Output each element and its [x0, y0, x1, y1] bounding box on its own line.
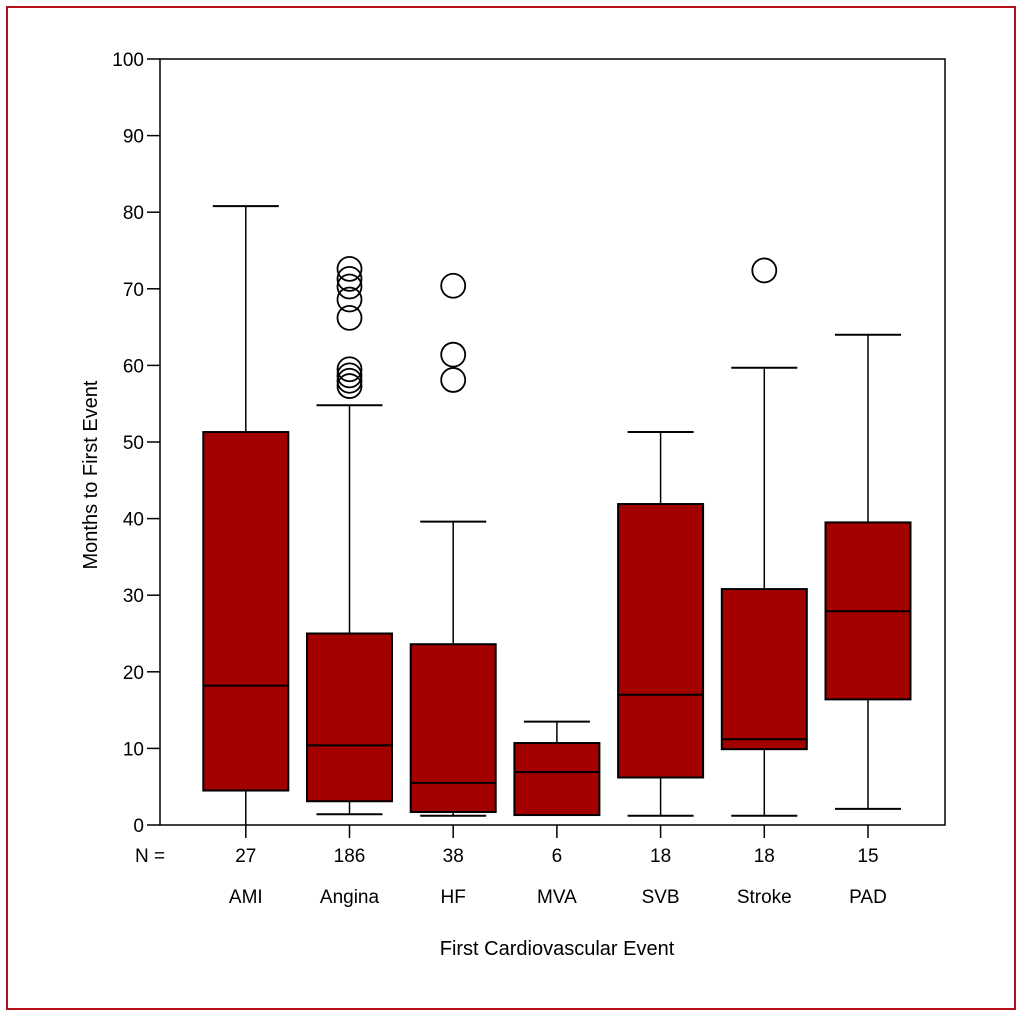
outlier-point — [336, 273, 363, 300]
outlier-point — [336, 362, 363, 389]
outlier-point — [440, 341, 467, 368]
category-label: PAD — [849, 887, 887, 908]
n-count-label: 38 — [443, 846, 464, 867]
y-tick-label: 30 — [123, 586, 144, 607]
y-tick-label: 20 — [123, 663, 144, 684]
outlier-point — [336, 255, 363, 282]
iqr-box — [409, 643, 497, 813]
outlier-point — [336, 356, 363, 383]
category-label: SVB — [642, 887, 680, 908]
outlier-point — [751, 257, 778, 284]
box-ami — [202, 205, 290, 825]
y-tick-label: 90 — [123, 127, 144, 148]
outlier-point — [440, 272, 467, 299]
iqr-box — [513, 742, 601, 817]
box-stroke — [720, 257, 808, 817]
n-count-label: 27 — [235, 846, 256, 867]
y-tick-label: 40 — [123, 510, 144, 531]
n-label: N = — [135, 846, 165, 867]
x-axis-title: First Cardiovascular Event — [440, 938, 675, 960]
box-hf — [409, 272, 497, 817]
y-axis: 0 10 20 30 40 50 60 70 80 90 100 — [112, 50, 160, 837]
y-tick-label: 10 — [123, 739, 144, 760]
y-tick-label: 80 — [123, 203, 144, 224]
box-angina — [306, 255, 393, 816]
y-tick-label: 100 — [112, 50, 144, 71]
iqr-box — [720, 588, 808, 751]
iqr-box — [306, 632, 393, 803]
iqr-box — [617, 503, 705, 779]
plot-area — [202, 205, 912, 825]
figure-frame — [6, 6, 1016, 1010]
y-tick-label: 60 — [123, 356, 144, 377]
category-label: HF — [441, 887, 466, 908]
outlier-point — [336, 286, 363, 313]
outlier-point — [440, 367, 467, 393]
x-axis: 27 AMI 186 Angina 38 HF 6 MVA 18 SVB 18 Stroke 15 PAD — [229, 825, 887, 908]
category-label: Angina — [320, 887, 380, 908]
category-label: MVA — [537, 887, 577, 908]
outlier-point — [336, 367, 363, 394]
n-count-label: 15 — [857, 846, 878, 867]
category-label: Stroke — [737, 887, 792, 908]
box-pad — [824, 333, 912, 810]
n-count-label: 6 — [552, 846, 563, 867]
iqr-box — [202, 431, 290, 792]
n-count-label: 18 — [650, 846, 671, 867]
box-svb — [617, 431, 705, 817]
n-count-label: 186 — [334, 846, 366, 867]
outlier-point — [336, 305, 363, 331]
outlier-point — [336, 265, 363, 292]
n-count-label: 18 — [754, 846, 775, 867]
y-axis-title: Months to First Event — [80, 380, 102, 569]
outlier-point — [336, 373, 363, 399]
category-label: AMI — [229, 887, 263, 908]
plot-border — [159, 58, 946, 826]
box-mva — [513, 720, 601, 817]
y-tick-label: 0 — [133, 816, 144, 837]
y-tick-label: 50 — [123, 433, 144, 454]
y-tick-label: 70 — [123, 280, 144, 301]
